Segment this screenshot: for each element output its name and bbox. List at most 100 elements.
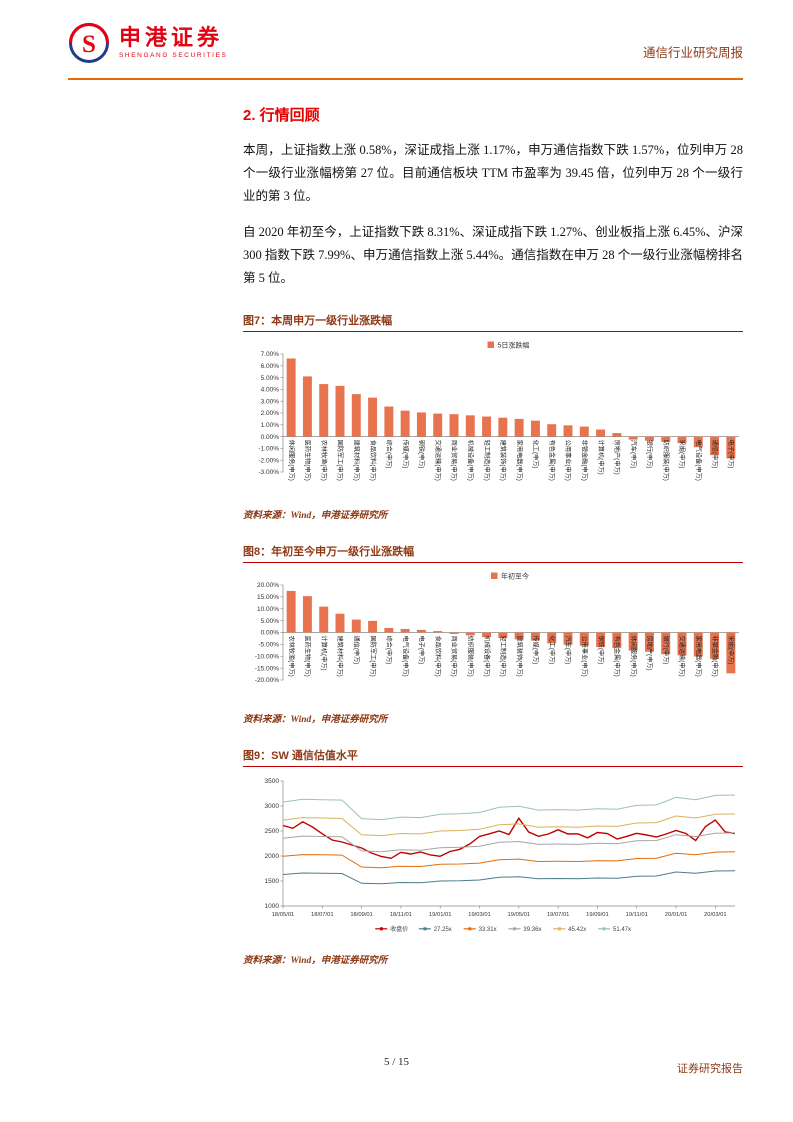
svg-text:食品饮料(申万): 食品饮料(申万) xyxy=(434,635,442,676)
svg-text:电子(申万): 电子(申万) xyxy=(418,635,426,664)
svg-text:医药生物(申万): 医药生物(申万) xyxy=(304,635,312,676)
figure-7: 图7：本周申万一级行业涨跌幅 -3.00% -2.00% -1.00% 0.00% 1.… xyxy=(243,312,743,521)
svg-text:2.00%: 2.00% xyxy=(261,410,280,417)
figure-9-underline xyxy=(243,765,743,767)
svg-text:19/07/01: 19/07/01 xyxy=(547,912,570,918)
svg-text:采掘(申万): 采掘(申万) xyxy=(678,439,686,468)
figure-7-underline xyxy=(243,330,743,332)
page-content: 2. 行情回顾 本周，上证指数上涨 0.58%，深证成指上涨 1.17%，申万通… xyxy=(243,88,743,966)
svg-text:19/09/01: 19/09/01 xyxy=(586,912,609,918)
svg-text:18/09/01: 18/09/01 xyxy=(350,912,373,918)
svg-text:家用电器(申万): 家用电器(申万) xyxy=(695,635,703,676)
svg-text:汽车(申万): 汽车(申万) xyxy=(564,635,572,664)
svg-text:7.00%: 7.00% xyxy=(261,351,280,358)
svg-text:建筑材料(申万): 建筑材料(申万) xyxy=(336,635,344,676)
svg-text:19/05/01: 19/05/01 xyxy=(508,912,531,918)
paragraph-week-review: 本周，上证指数上涨 0.58%，深证成指上涨 1.17%，申万通信指数下跌 1.… xyxy=(243,143,743,203)
svg-text:公用事业(申万): 公用事业(申万) xyxy=(564,439,572,480)
svg-text:交通运输(申万): 交通运输(申万) xyxy=(434,439,442,480)
svg-text:1000: 1000 xyxy=(265,903,280,910)
svg-text:国防军工(申万): 国防军工(申万) xyxy=(369,635,377,676)
figure-7-source: 资料来源：Wind，申港证券研究所 xyxy=(243,510,388,521)
svg-text:汽车(申万): 汽车(申万) xyxy=(629,439,637,468)
svg-text:纺织服装(申万): 纺织服装(申万) xyxy=(662,439,670,480)
brand-text: 申港证券 SHENGANG SECURITIES xyxy=(119,25,228,60)
svg-text:-2.00%: -2.00% xyxy=(258,457,279,464)
figure-8-title: 图8：年初至今申万一级行业涨跌幅 xyxy=(243,545,415,558)
svg-text:45.42x: 45.42x xyxy=(568,927,586,933)
svg-text:20/03/01: 20/03/01 xyxy=(704,912,727,918)
svg-text:建筑装饰(申万): 建筑装饰(申万) xyxy=(499,439,507,480)
brand-logo-icon: S xyxy=(69,23,109,63)
svg-text:-1.00%: -1.00% xyxy=(258,445,279,452)
svg-text:18/07/01: 18/07/01 xyxy=(311,912,334,918)
svg-text:18/11/01: 18/11/01 xyxy=(390,912,412,918)
svg-text:0.00%: 0.00% xyxy=(261,433,280,440)
svg-text:2500: 2500 xyxy=(265,828,280,835)
svg-text:化工(申万): 化工(申万) xyxy=(548,635,556,664)
svg-text:家用电器(申万): 家用电器(申万) xyxy=(515,439,523,480)
figure-7-title: 图7：本周申万一级行业涨跌幅 xyxy=(243,314,393,327)
chart-ytd-industry-change: -20.00% -15.00% -10.00% -5.00% 0.00% 5.00% 10.… xyxy=(255,571,739,684)
svg-text:农林牧渔(申万): 农林牧渔(申万) xyxy=(320,439,328,480)
section-title: 2. 行情回顾 xyxy=(243,107,320,124)
report-type-label: 通信行业研究周报 xyxy=(642,46,743,60)
svg-text:年初至今: 年初至今 xyxy=(501,571,529,580)
svg-text:18/05/01: 18/05/01 xyxy=(272,912,295,918)
svg-text:有色金属(申万): 有色金属(申万) xyxy=(548,439,556,480)
svg-text:非银金融(申万): 非银金融(申万) xyxy=(711,635,719,676)
svg-text:建筑装饰(申万): 建筑装饰(申万) xyxy=(515,635,523,676)
svg-text:商业贸易(申万): 商业贸易(申万) xyxy=(450,439,458,480)
svg-text:27.25x: 27.25x xyxy=(434,927,452,933)
report-label-footer: 证券研究报告 xyxy=(677,1063,743,1075)
svg-text:-3.00%: -3.00% xyxy=(258,469,279,476)
svg-text:休闲服务(申万): 休闲服务(申万) xyxy=(629,635,637,676)
svg-text:计算机(申万): 计算机(申万) xyxy=(597,439,605,474)
svg-text:S: S xyxy=(82,31,96,58)
figure-8: 图8：年初至今申万一级行业涨跌幅 -20.00% -15.00% -10.00% -5… xyxy=(243,543,743,725)
svg-text:休闲服务(申万): 休闲服务(申万) xyxy=(287,439,295,480)
svg-text:5日涨跌幅: 5日涨跌幅 xyxy=(498,340,530,349)
svg-text:公用事业(申万): 公用事业(申万) xyxy=(581,635,589,676)
svg-text:15.00%: 15.00% xyxy=(257,594,279,601)
svg-text:商业贸易(申万): 商业贸易(申万) xyxy=(450,635,458,676)
brand-name-en: SHENGANG SECURITIES xyxy=(119,52,228,59)
figure-9-title: 图9：SW 通信估值水平 xyxy=(243,749,358,762)
svg-text:收盘价: 收盘价 xyxy=(390,925,408,933)
svg-text:电子(申万): 电子(申万) xyxy=(727,439,735,468)
figure-8-underline xyxy=(243,561,743,563)
svg-text:1500: 1500 xyxy=(265,878,280,885)
svg-text:通信(申万): 通信(申万) xyxy=(711,439,719,468)
svg-text:10.00%: 10.00% xyxy=(257,605,279,612)
svg-text:2000: 2000 xyxy=(265,853,280,860)
svg-text:轻工制造(申万): 轻工制造(申万) xyxy=(499,635,507,676)
svg-text:交通运输(申万): 交通运输(申万) xyxy=(678,635,686,676)
svg-text:51.47x: 51.47x xyxy=(613,927,631,933)
svg-text:农林牧渔(申万): 农林牧渔(申万) xyxy=(287,635,295,676)
svg-text:银行(申万): 银行(申万) xyxy=(646,439,654,468)
svg-text:4.00%: 4.00% xyxy=(261,386,280,393)
svg-text:通信(申万): 通信(申万) xyxy=(353,635,361,664)
svg-text:国防军工(申万): 国防军工(申万) xyxy=(336,439,344,480)
svg-text:轻工制造(申万): 轻工制造(申万) xyxy=(483,439,491,480)
page-header: S 申港证券 SHENGANG SECURITIES 通信行业研究周报 xyxy=(68,22,743,64)
header-divider xyxy=(68,78,743,80)
svg-text:钢铁(申万): 钢铁(申万) xyxy=(597,635,605,664)
svg-text:33.31x: 33.31x xyxy=(479,927,497,933)
brand-logo: S 申港证券 SHENGANG SECURITIES xyxy=(68,22,227,64)
svg-text:-15.00%: -15.00% xyxy=(255,665,279,672)
svg-text:1.00%: 1.00% xyxy=(261,422,280,429)
svg-text:-5.00%: -5.00% xyxy=(258,641,279,648)
svg-text:6.00%: 6.00% xyxy=(261,363,280,370)
brand-name-cn: 申港证券 xyxy=(119,25,224,50)
svg-text:19/03/01: 19/03/01 xyxy=(468,912,491,918)
svg-text:银行(申万): 银行(申万) xyxy=(662,635,670,664)
figure-8-source: 资料来源：Wind，申港证券研究所 xyxy=(243,714,388,725)
svg-text:20.00%: 20.00% xyxy=(257,582,279,589)
svg-text:机械设备(申万): 机械设备(申万) xyxy=(467,439,475,480)
figure-9-source: 资料来源：Wind，申港证券研究所 xyxy=(243,955,388,966)
svg-text:0.00%: 0.00% xyxy=(261,629,280,636)
svg-text:采掘(申万): 采掘(申万) xyxy=(727,635,735,664)
svg-text:房地产(申万): 房地产(申万) xyxy=(646,635,654,670)
